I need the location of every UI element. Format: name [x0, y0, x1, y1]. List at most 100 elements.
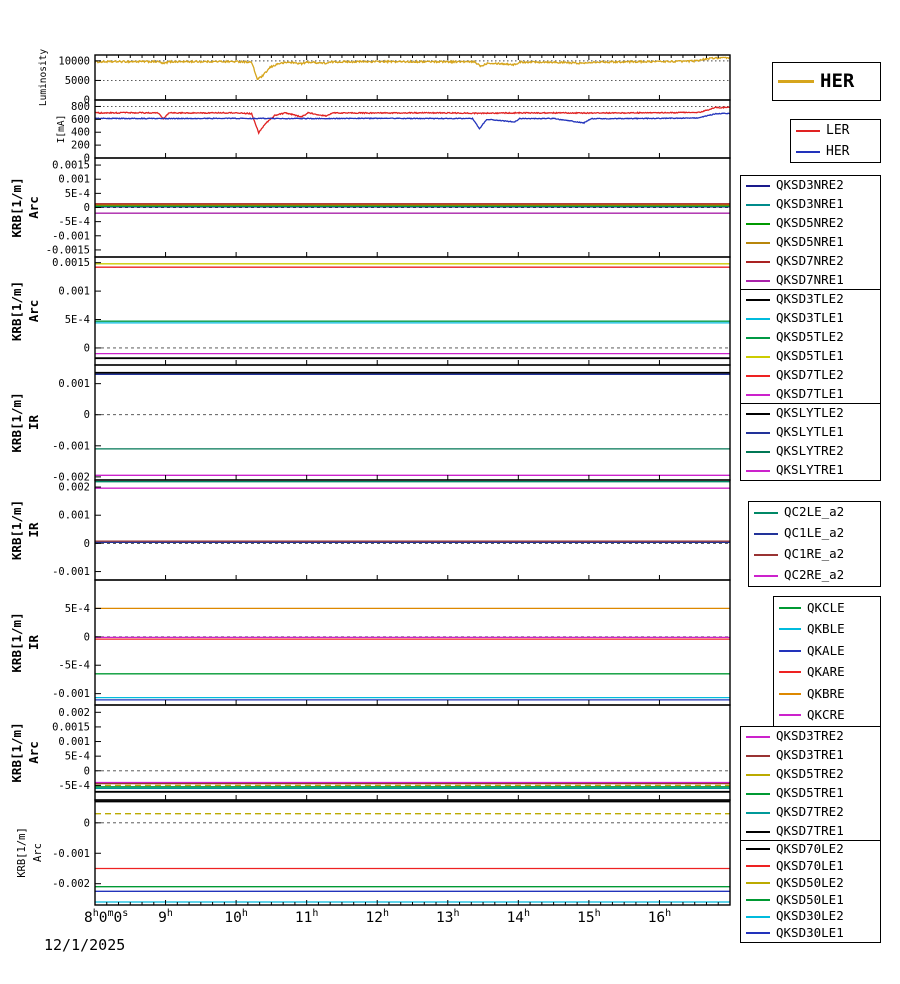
y-axis-title: KRB[1/m]	[16, 827, 28, 878]
y-axis-title: KRB[1/m]	[9, 500, 24, 560]
legend-label: QKALE	[807, 642, 845, 658]
legend-label: QKSD7NRE2	[776, 253, 844, 269]
legend-box-ir-qk: QKCLE QKBLE QKALE QKARE QKBRE QKCRE	[773, 596, 881, 727]
legend-line-swatch	[779, 671, 801, 674]
legend-label: QC1LE_a2	[784, 525, 845, 541]
legend-entry-QKSD30LE2: QKSD30LE2	[741, 908, 880, 925]
legend-label: QC2RE_a2	[784, 567, 845, 583]
legend-entry-QKSD5TLE1: QKSD5TLE1	[741, 347, 880, 366]
legend-entry-QKSD3NRE2: QKSD3NRE2	[741, 176, 880, 195]
panel-arc-tle: 0.0015 0.001 5E-4 0 KRB[1/m] Arc	[9, 256, 731, 366]
legend-line-swatch	[746, 260, 770, 263]
legend-entry-QKSD3TRE1: QKSD3TRE1	[741, 746, 880, 765]
legend-label: QKSD7NRE1	[776, 272, 844, 288]
legend-entry-QC2LE_a2: QC2LE_a2	[749, 502, 880, 523]
legend-entry-HER: HER	[773, 63, 880, 100]
legend-entry-QC1LE_a2: QC1LE_a2	[749, 523, 880, 544]
legend-box-current: LER HER	[790, 119, 881, 163]
legend-label: QKSD3NRE2	[776, 177, 844, 193]
legend-entry-QKSD70LE1: QKSD70LE1	[741, 858, 880, 875]
legend-box-ir-sly: QKSLYTLE2 QKSLYTLE1 QKSLYTRE2 QKSLYTRE1	[740, 403, 881, 481]
legend-entry-QKSD3TRE2: QKSD3TRE2	[741, 727, 880, 746]
y-tick-label: -0.002	[52, 878, 90, 890]
legend-entry-QKSLYTRE1: QKSLYTRE1	[741, 461, 880, 480]
legend-label: QKBLE	[807, 621, 845, 636]
series-HER	[95, 56, 730, 81]
x-tick-label: 15h	[577, 908, 601, 926]
legend-line-swatch	[779, 714, 801, 717]
y-tick-label: -5E-4	[58, 660, 90, 672]
legend-line-swatch	[746, 393, 770, 396]
x-tick-label: 8h0m0s	[84, 908, 128, 926]
legend-label: QKSD3TLE1	[776, 310, 844, 326]
y-tick-label: 0.0015	[52, 721, 90, 733]
legend-box-arc-tre: QKSD3TRE2 QKSD3TRE1 QKSD5TRE2 QKSD5TRE1 QKSD…	[740, 726, 881, 842]
legend-line-swatch	[746, 811, 770, 814]
legend-line-swatch	[746, 865, 770, 868]
y-axis-title: KRB[1/m]	[9, 281, 24, 341]
x-tick-label: 13h	[436, 908, 460, 926]
legend-line-swatch	[746, 279, 770, 282]
legend-label: QKSD7TLE2	[776, 367, 844, 383]
x-tick-label: 9h	[158, 908, 173, 926]
legend-label: QKSD3NRE1	[776, 196, 844, 212]
panel-frame	[94, 579, 731, 706]
legend-entry-QKSD3TLE2: QKSD3TLE2	[741, 290, 880, 309]
panel-frame	[94, 99, 731, 159]
x-tick-label: 16h	[648, 908, 672, 926]
y-tick-label: 10000	[58, 55, 90, 67]
legend-label: QKSD3TRE1	[776, 747, 844, 763]
legend-line-swatch	[746, 735, 770, 738]
legend-box-luminosity: HER	[772, 62, 881, 101]
legend-line-swatch	[746, 830, 770, 833]
y-tick-label: -0.001	[52, 230, 90, 242]
legend-entry-QKSD70LE2: QKSD70LE2	[741, 841, 880, 858]
legend-line-swatch	[746, 241, 770, 244]
legend-label: QKSD5NRE1	[776, 234, 844, 250]
legend-entry-QKSD5NRE1: QKSD5NRE1	[741, 233, 880, 252]
panel-ir-qc: 0.002 0.001 0 -0.001 KRB[1/m] IR	[9, 479, 731, 581]
series-HER	[95, 112, 730, 130]
legend-line-swatch	[746, 898, 770, 901]
y-axis-title: IR	[26, 415, 41, 431]
legend-line-swatch	[746, 431, 770, 434]
panel-luminosity: 10000 5000 0 Luminosity	[38, 49, 731, 107]
legend-entry-QKSD5TLE2: QKSD5TLE2	[741, 328, 880, 347]
y-tick-label: 5E-4	[65, 603, 90, 615]
y-tick-label: 0.001	[58, 174, 90, 186]
legend-label: QKBRE	[807, 685, 845, 701]
legend-entry-LER: LER	[791, 120, 880, 141]
x-tick-label: 12h	[365, 908, 389, 926]
legend-entry-QKSD5TRE1: QKSD5TRE1	[741, 784, 880, 803]
y-tick-label: -0.001	[52, 440, 90, 452]
legend-label: QKSD7TRE2	[776, 804, 844, 820]
legend-label: HER	[826, 144, 850, 159]
legend-line-swatch	[746, 881, 770, 884]
legend-entry-QKSD3NRE1: QKSD3NRE1	[741, 195, 880, 214]
x-tick-label: 11h	[295, 908, 319, 926]
legend-entry-QKBLE: QKBLE	[774, 619, 880, 641]
legend-entry-QKSLYTLE2: QKSLYTLE2	[741, 404, 880, 423]
y-tick-label: 0	[84, 342, 90, 354]
y-tick-label: 0.001	[58, 510, 90, 522]
y-tick-label: 600	[71, 114, 90, 126]
y-tick-label: -0.001	[52, 688, 90, 700]
panel-arc-nre: 0.0015 0.001 5E-4 0 -5E-4 -0.001 -0.0015 KRB[1/…	[9, 157, 731, 258]
legend-entry-QKSD7NRE2: QKSD7NRE2	[741, 252, 880, 271]
legend-label: QKSD70LE1	[776, 857, 844, 873]
y-tick-label: 0	[84, 202, 90, 214]
legend-line-swatch	[746, 184, 770, 187]
panel-frame	[94, 256, 731, 366]
y-tick-label: -0.001	[52, 848, 90, 860]
y-tick-label: 0.0015	[52, 257, 90, 269]
legend-line-swatch	[746, 203, 770, 206]
legend-line-swatch	[746, 915, 770, 918]
legend-label: QKARE	[807, 664, 845, 679]
legend-label: QKSD3TLE2	[776, 291, 844, 307]
legend-line-swatch	[754, 532, 778, 535]
legend-label: QKSD5NRE2	[776, 215, 844, 231]
y-tick-label: -0.001	[52, 566, 90, 578]
legend-label: QKCRE	[807, 707, 845, 722]
legend-label: QKSD30LE2	[776, 908, 844, 924]
